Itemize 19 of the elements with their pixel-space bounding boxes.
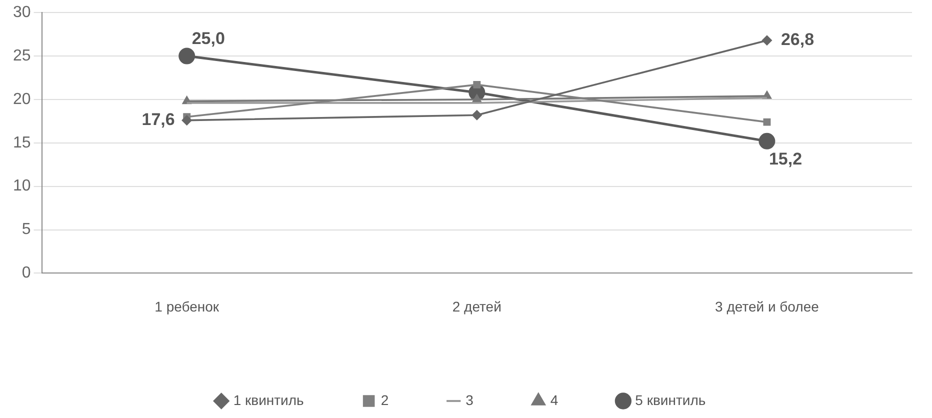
data-label: 17,6 (142, 110, 175, 129)
y-tick-label: 10 (13, 178, 31, 195)
x-tick-label: 3 детей и более (715, 298, 820, 314)
y-tick-label: 30 (13, 4, 31, 22)
x-tick-label: 2 детей (452, 298, 502, 314)
legend-label: 1 квинтиль (233, 392, 304, 408)
y-tick-label: 5 (22, 221, 31, 238)
x-tick-label: 1 ребенок (154, 298, 220, 314)
y-tick-label: 0 (22, 264, 31, 282)
data-label: 15,2 (768, 149, 802, 168)
data-label: 26,8 (780, 30, 814, 50)
legend-label: 2 (380, 392, 389, 408)
y-tick-label: 25 (13, 47, 31, 64)
data-label: 25,0 (192, 29, 225, 48)
legend-label: 3 (466, 392, 474, 408)
y-tick-label: 20 (13, 90, 31, 108)
legend-label: 4 (550, 392, 558, 408)
y-tick-label: 15 (13, 134, 31, 152)
legend-label: 5 квинтиль (635, 392, 706, 408)
